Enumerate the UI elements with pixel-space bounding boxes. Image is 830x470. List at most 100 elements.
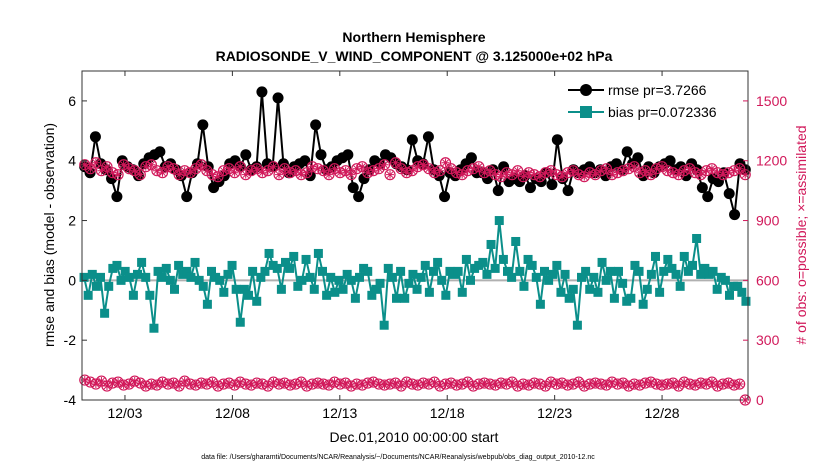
obs-possible-point bbox=[451, 167, 463, 179]
bias-point bbox=[642, 284, 652, 294]
rmse-point bbox=[723, 188, 735, 200]
obs-assimilated-point bbox=[397, 382, 406, 391]
bias-point bbox=[531, 272, 541, 282]
bias-point bbox=[400, 293, 410, 303]
obs-possible-point bbox=[262, 380, 274, 392]
obs-possible-point bbox=[389, 157, 402, 169]
obs-possible-point bbox=[312, 163, 324, 175]
bias-point bbox=[601, 275, 611, 285]
bias-point bbox=[708, 266, 718, 276]
obs-possible-point bbox=[645, 169, 657, 181]
x-tick-label: 12/13 bbox=[322, 405, 357, 421]
bias-point bbox=[322, 290, 332, 300]
obs-possible-point bbox=[739, 169, 751, 181]
bias-point bbox=[375, 278, 385, 288]
obs-possible-point bbox=[722, 167, 735, 179]
obs-assimilated-point bbox=[491, 170, 500, 179]
obs-possible-point bbox=[523, 379, 535, 391]
obs-possible-point bbox=[328, 376, 341, 388]
obs-assimilated-point bbox=[424, 164, 433, 173]
obs-assimilated-point bbox=[397, 164, 406, 173]
obs-possible-point bbox=[623, 380, 635, 392]
bias-point bbox=[276, 284, 286, 294]
obs-assimilated-point bbox=[469, 382, 478, 391]
obs-assimilated-point bbox=[191, 381, 200, 390]
obs-assimilated-point bbox=[558, 172, 567, 181]
obs-assimilated-point bbox=[602, 164, 611, 173]
obs-possible-point bbox=[323, 379, 335, 391]
obs-assimilated-point bbox=[130, 166, 139, 175]
obs-possible-point bbox=[489, 379, 502, 391]
bias-point bbox=[519, 281, 529, 291]
obs-possible-point bbox=[340, 377, 352, 389]
legend: rmse pr=3.7266 bias pr=0.072336 bbox=[560, 76, 742, 124]
obs-assimilated-point bbox=[491, 381, 500, 390]
bias-point bbox=[712, 284, 722, 294]
obs-assimilated-point bbox=[585, 168, 594, 177]
obs-assimilated-point bbox=[485, 166, 494, 175]
obs-assimilated-point bbox=[663, 380, 672, 389]
obs-assimilated-point bbox=[213, 382, 222, 391]
bias-point bbox=[219, 287, 229, 297]
obs-possible-point bbox=[428, 167, 441, 179]
bias-point bbox=[412, 284, 422, 294]
obs-assimilated-point bbox=[485, 380, 494, 389]
obs-possible-point bbox=[600, 163, 613, 175]
bias-point bbox=[153, 266, 163, 276]
rmse-point bbox=[347, 182, 359, 194]
obs-assimilated-point bbox=[719, 170, 728, 179]
rmse-point bbox=[256, 86, 268, 98]
obs-assimilated-point bbox=[552, 380, 561, 389]
obs-possible-point bbox=[634, 167, 646, 179]
obs-assimilated-point bbox=[508, 170, 517, 179]
obs-possible-point bbox=[473, 161, 485, 173]
obs-assimilated-point bbox=[241, 170, 250, 179]
obs-assimilated-point bbox=[319, 380, 328, 389]
obs-possible-point bbox=[79, 374, 91, 386]
obs-possible-point bbox=[495, 171, 507, 183]
obs-assimilated-point bbox=[574, 378, 583, 387]
obs-possible-point bbox=[545, 165, 557, 177]
obs-possible-point bbox=[295, 169, 307, 181]
obs-assimilated-point bbox=[141, 162, 150, 171]
rmse-point bbox=[358, 173, 370, 185]
obs-possible-point bbox=[500, 167, 513, 179]
rmse-point bbox=[551, 134, 563, 146]
obs-assimilated-point bbox=[563, 168, 572, 177]
obs-assimilated-point bbox=[358, 381, 367, 390]
obs-assimilated-point bbox=[641, 379, 650, 388]
chart-title: Northern Hemisphere bbox=[342, 29, 485, 45]
obs-assimilated-point bbox=[119, 381, 128, 390]
obs-possible-point bbox=[245, 379, 257, 391]
obs-assimilated-point bbox=[197, 160, 206, 169]
obs-assimilated-point bbox=[263, 166, 272, 175]
obs-possible-point bbox=[706, 376, 718, 388]
bias-point bbox=[309, 284, 319, 294]
obs-assimilated-point bbox=[635, 381, 644, 390]
obs-possible-point bbox=[639, 165, 651, 177]
obs-possible-point bbox=[456, 378, 468, 390]
obs-possible-point bbox=[284, 167, 296, 179]
bias-point bbox=[663, 254, 673, 264]
obs-assimilated-point bbox=[91, 158, 100, 167]
bias-point bbox=[572, 320, 582, 330]
obs-assimilated-point bbox=[613, 168, 622, 177]
obs-possible-point bbox=[534, 171, 546, 183]
bias-point bbox=[577, 272, 586, 282]
obs-assimilated-point bbox=[302, 168, 311, 177]
bias-point bbox=[342, 269, 352, 279]
obs-possible-point bbox=[528, 169, 540, 181]
obs-assimilated-point bbox=[169, 164, 178, 173]
bias-point bbox=[651, 251, 660, 261]
obs-assimilated-point bbox=[125, 380, 134, 389]
obs-assimilated-point bbox=[646, 170, 655, 179]
obs-assimilated-point bbox=[652, 164, 661, 173]
obs-assimilated-point bbox=[374, 164, 383, 173]
obs-assimilated-point bbox=[391, 158, 400, 167]
obs-assimilated-point bbox=[569, 380, 578, 389]
bias-point bbox=[174, 260, 184, 270]
obs-assimilated-point bbox=[141, 382, 150, 391]
obs-assimilated-point bbox=[330, 164, 339, 173]
obs-possible-point bbox=[656, 161, 668, 173]
obs-possible-point bbox=[539, 380, 552, 392]
